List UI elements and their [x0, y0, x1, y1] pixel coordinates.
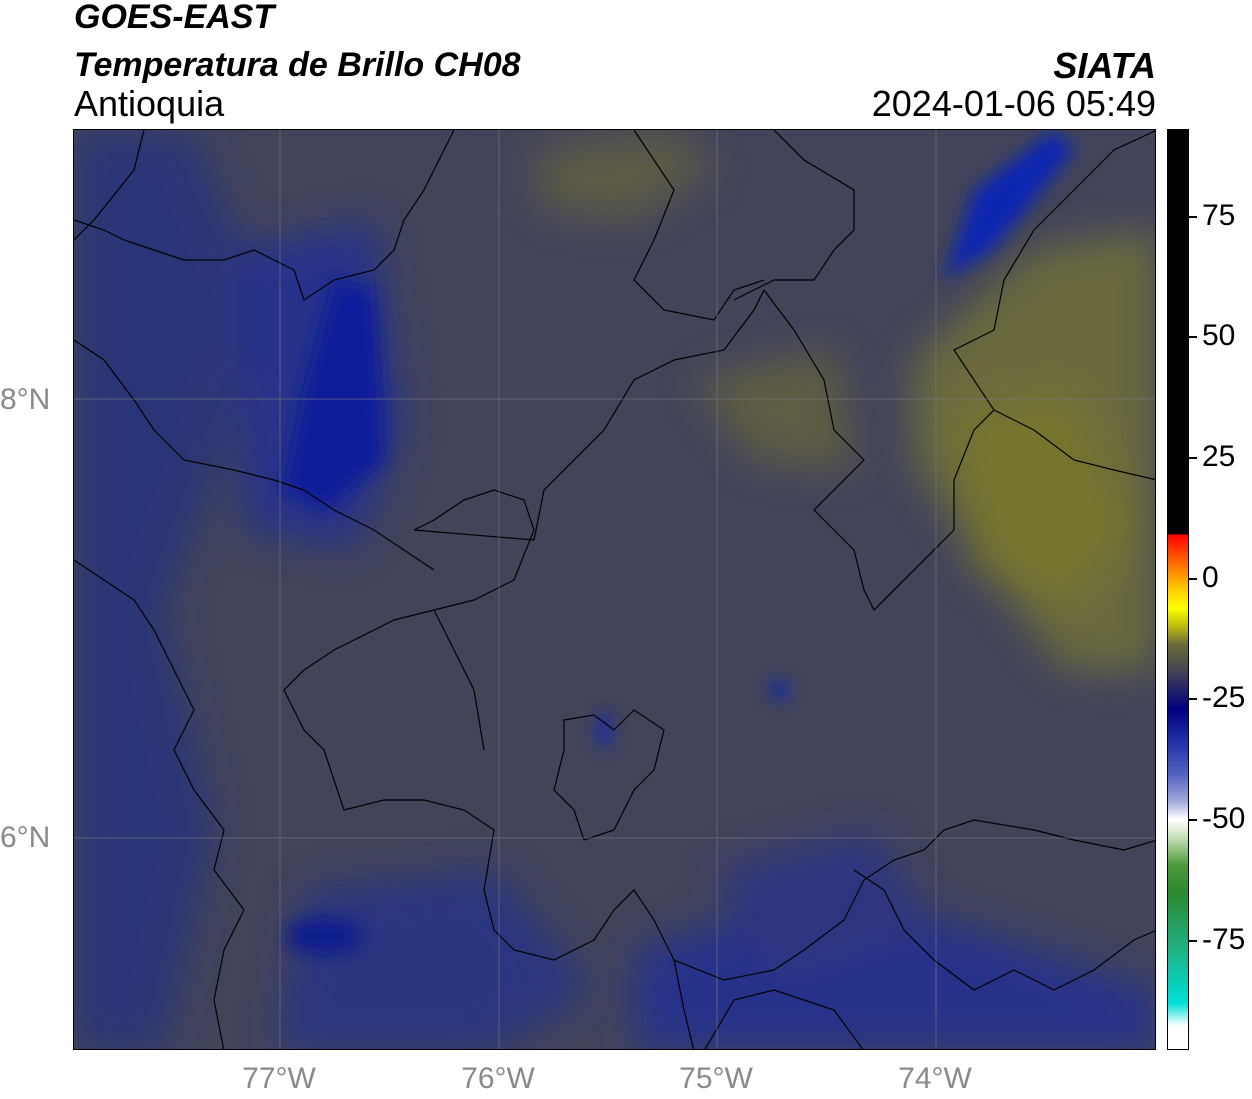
- deep-convection-cores: [284, 130, 1074, 954]
- product-title: Temperatura de Brillo CH08: [74, 46, 521, 84]
- colorbar-label-neg25: -25: [1202, 681, 1246, 714]
- colorbar-label-0: 0: [1202, 561, 1219, 594]
- longitude-label-74w: 74°W: [898, 1062, 972, 1095]
- colorbar-label-50: 50: [1202, 319, 1236, 352]
- longitude-label-75w: 75°W: [679, 1062, 753, 1095]
- region-label: Antioquia: [74, 83, 225, 124]
- colorbar-label-neg75: -75: [1202, 923, 1246, 956]
- longitude-label-76w: 76°W: [461, 1062, 535, 1095]
- colorbar-label-25: 25: [1202, 440, 1236, 473]
- colorbar-tick: [1189, 457, 1197, 459]
- timestamp-label: 2024-01-06 05:49: [871, 83, 1156, 124]
- colorbar-tick: [1189, 698, 1197, 700]
- colorbar-tick: [1189, 578, 1197, 580]
- administrative-boundaries: [74, 130, 1155, 1049]
- latitude-label-6n: 6°N: [0, 821, 51, 854]
- colorbar: [1167, 129, 1189, 1050]
- map-canvas: [74, 130, 1155, 1049]
- colorbar-label-75: 75: [1202, 199, 1236, 232]
- graticule: [74, 130, 1155, 1049]
- colorbar-label-neg50: -50: [1202, 802, 1246, 835]
- colorbar-tick: [1189, 216, 1197, 218]
- latitude-label-8n: 8°N: [0, 383, 51, 416]
- satellite-title: GOES-EAST: [74, 0, 275, 36]
- colorbar-tick: [1189, 819, 1197, 821]
- brightness-temperature-map[interactable]: [73, 129, 1156, 1050]
- colorbar-tick: [1189, 940, 1197, 942]
- longitude-label-77w: 77°W: [242, 1062, 316, 1095]
- agency-label: SIATA: [1053, 45, 1156, 86]
- colorbar-tick: [1189, 336, 1197, 338]
